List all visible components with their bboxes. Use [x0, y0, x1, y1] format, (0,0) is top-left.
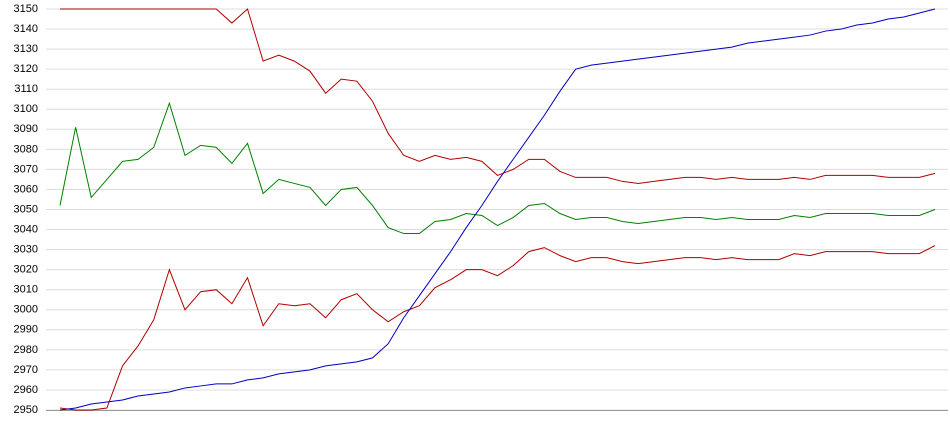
line-series	[59, 245, 936, 411]
line-series	[60, 8, 936, 184]
y-tick-label: 2960	[14, 384, 38, 396]
y-tick-label: 3060	[14, 183, 38, 195]
y-tick-label: 3110	[14, 83, 38, 95]
y-tick-label: 3150	[14, 3, 38, 15]
y-tick-label: 3010	[14, 284, 38, 296]
y-tick-label: 3130	[14, 43, 38, 55]
line-series	[59, 101, 936, 235]
y-tick-label: 2950	[14, 404, 38, 416]
y-tick-label: 3090	[14, 123, 38, 135]
y-tick-label: 3080	[14, 143, 38, 155]
y-tick-label: 3070	[14, 163, 38, 175]
y-tick-label: 3000	[14, 304, 38, 316]
y-tick-label: 3050	[14, 203, 38, 215]
y-tick-label: 3100	[14, 103, 38, 115]
y-tick-label: 2980	[14, 344, 38, 356]
line-series	[59, 8, 936, 411]
y-tick-label: 3020	[14, 264, 38, 276]
y-tick-label: 3040	[14, 223, 38, 235]
y-tick-label: 3140	[14, 23, 38, 35]
y-tick-label: 3030	[14, 244, 38, 256]
y-tick-label: 2970	[14, 364, 38, 376]
y-tick-label: 2990	[14, 324, 38, 336]
y-tick-label: 3120	[14, 63, 38, 75]
